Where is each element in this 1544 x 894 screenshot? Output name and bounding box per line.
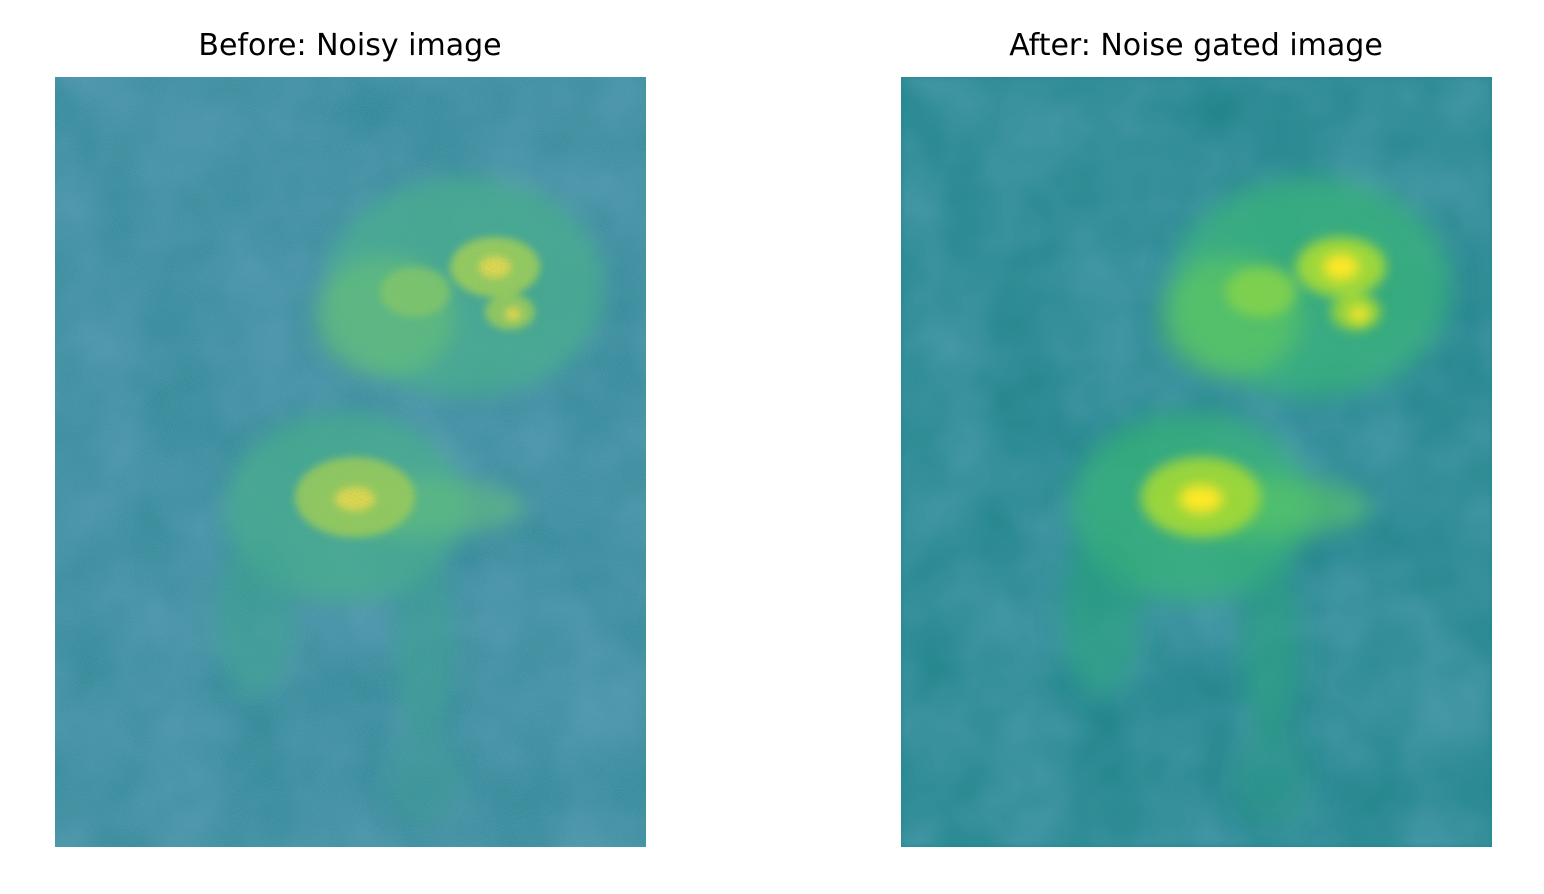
panel-title-before: Before: Noisy image <box>198 28 502 63</box>
noise-grain <box>55 77 646 847</box>
noisy-image <box>55 77 646 847</box>
smoothed-peaks <box>1179 254 1368 513</box>
panel-title-after: After: Noise gated image <box>1009 28 1383 63</box>
noise-gated-image <box>901 77 1492 847</box>
